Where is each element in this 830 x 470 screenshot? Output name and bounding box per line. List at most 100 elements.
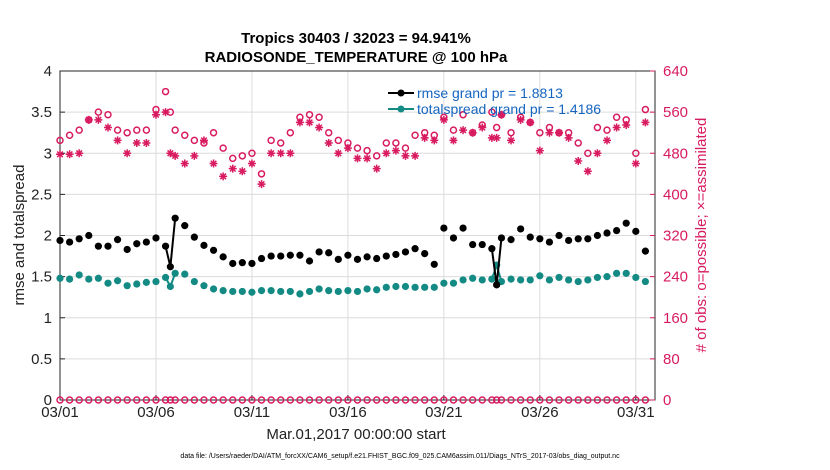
zero-count-marker bbox=[161, 396, 170, 404]
totalspread-point bbox=[344, 287, 352, 295]
rmse-point bbox=[536, 235, 544, 243]
assimilated-obs-marker bbox=[439, 115, 448, 124]
possible-obs-marker bbox=[238, 152, 247, 160]
rmse-point bbox=[229, 259, 237, 268]
y-right-tick-label: 0 bbox=[663, 392, 671, 409]
totalspread-point bbox=[190, 277, 198, 286]
possible-obs-marker bbox=[488, 108, 496, 116]
possible-obs-marker bbox=[612, 113, 621, 122]
rmse-point bbox=[493, 281, 501, 289]
zero-count-marker bbox=[497, 396, 506, 404]
possible-obs-marker bbox=[574, 139, 582, 147]
assimilated-obs-marker bbox=[103, 123, 112, 132]
rmse-point bbox=[497, 234, 506, 242]
x-tick-label: 03/21 bbox=[425, 404, 463, 421]
assimilated-obs-marker bbox=[631, 159, 640, 168]
assimilated-obs-marker bbox=[113, 136, 122, 145]
zero-count-marker bbox=[94, 396, 103, 404]
assimilated-obs-marker bbox=[603, 136, 612, 145]
rmse-point bbox=[104, 242, 112, 250]
rmse-point bbox=[113, 236, 122, 244]
assimilated-obs-marker bbox=[516, 115, 525, 124]
zero-count-marker bbox=[200, 396, 208, 404]
zero-count-marker bbox=[478, 396, 487, 404]
zero-count-marker bbox=[420, 396, 429, 404]
totalspread-point bbox=[209, 285, 218, 293]
zero-count-marker bbox=[104, 396, 112, 404]
zero-count-marker bbox=[492, 396, 501, 404]
assimilated-obs-marker bbox=[276, 149, 285, 158]
totalspread-point bbox=[622, 269, 630, 277]
totalspread-point bbox=[161, 273, 170, 282]
zero-count-marker bbox=[353, 396, 362, 404]
y-tick-label: 1.5 bbox=[31, 269, 52, 286]
x-tick-label: 03/31 bbox=[617, 404, 655, 421]
assimilated-obs-marker bbox=[56, 150, 64, 159]
possible-obs-marker bbox=[228, 154, 237, 163]
totalspread-point bbox=[238, 287, 246, 296]
totalspread-point bbox=[353, 287, 362, 296]
assimilated-obs-marker bbox=[199, 136, 208, 145]
rmse-point bbox=[267, 252, 275, 260]
y-tick-label: 0.5 bbox=[31, 351, 52, 368]
zero-count-marker bbox=[641, 396, 650, 404]
possible-obs-marker bbox=[209, 128, 218, 137]
assimilated-obs-marker bbox=[132, 138, 141, 147]
zero-count-marker bbox=[75, 396, 83, 404]
possible-obs-marker bbox=[75, 126, 83, 134]
y-tick-label: 0 bbox=[44, 392, 52, 409]
zero-count-marker bbox=[286, 396, 295, 404]
assimilated-obs-marker bbox=[492, 133, 501, 142]
zero-count-marker bbox=[459, 396, 467, 404]
y-tick-label: 3 bbox=[44, 145, 52, 162]
rmse-point bbox=[286, 251, 294, 259]
rmse-point bbox=[421, 249, 429, 258]
possible-obs-marker bbox=[401, 144, 410, 152]
rmse-point bbox=[401, 248, 410, 256]
possible-obs-marker bbox=[181, 131, 189, 140]
rmse-point bbox=[65, 238, 74, 246]
rmse-point bbox=[296, 251, 304, 259]
rmse-point bbox=[622, 219, 630, 227]
zero-count-marker bbox=[401, 396, 410, 404]
assimilated-obs-marker bbox=[507, 136, 516, 145]
totalspread-point bbox=[334, 287, 342, 296]
possible-obs-marker bbox=[267, 136, 275, 145]
totalspread-point bbox=[286, 287, 294, 296]
y-right-tick-label: 560 bbox=[663, 104, 688, 121]
totalspread-point bbox=[75, 271, 83, 279]
possible-obs-marker bbox=[536, 128, 544, 137]
assimilated-obs-marker bbox=[468, 128, 477, 137]
assimilated-obs-marker bbox=[142, 138, 151, 147]
totalspread-point bbox=[517, 276, 525, 284]
zero-count-marker bbox=[584, 396, 592, 404]
assimilated-obs-marker bbox=[295, 118, 304, 127]
assimilated-obs-marker bbox=[641, 118, 650, 127]
zero-count-marker bbox=[622, 396, 630, 404]
possible-obs-marker bbox=[603, 126, 611, 134]
possible-obs-marker bbox=[305, 110, 314, 119]
rmse-point bbox=[593, 231, 602, 240]
rmse-point bbox=[517, 225, 525, 233]
assimilated-obs-marker bbox=[94, 115, 103, 124]
rmse-point bbox=[632, 227, 640, 235]
totalspread-point bbox=[459, 276, 467, 284]
rmse-point bbox=[56, 236, 64, 245]
zero-count-marker bbox=[392, 396, 400, 404]
rmse-point bbox=[161, 242, 170, 250]
x-tick-label: 03/11 bbox=[234, 404, 270, 421]
y-axis-right-label: # of obs: o=possible; ×=assimilated bbox=[693, 118, 710, 353]
possible-obs-marker bbox=[161, 87, 170, 96]
zero-count-marker bbox=[612, 396, 621, 404]
possible-obs-marker bbox=[219, 144, 227, 152]
totalspread-point bbox=[574, 277, 582, 286]
y-tick-label: 3.5 bbox=[31, 104, 52, 121]
rmse-point bbox=[277, 252, 285, 260]
assimilated-obs-marker bbox=[65, 150, 74, 159]
zero-count-marker bbox=[305, 396, 314, 404]
rmse-point bbox=[257, 254, 266, 263]
assimilated-obs-marker bbox=[180, 159, 189, 168]
totalspread-point bbox=[373, 286, 381, 294]
rmse-point bbox=[344, 251, 352, 259]
zero-count-marker bbox=[468, 396, 477, 404]
